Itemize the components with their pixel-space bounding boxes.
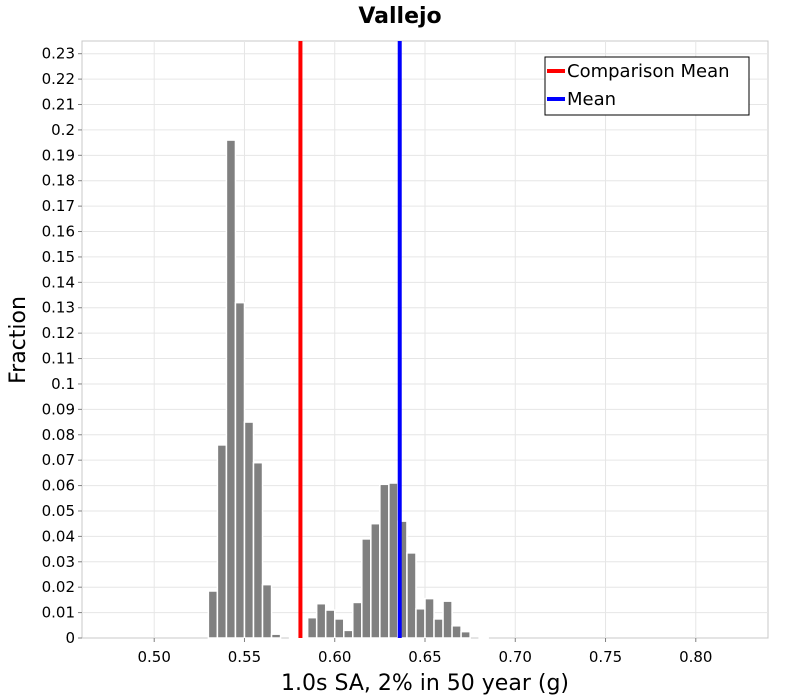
x-tick-label: 0.75 [589, 648, 622, 666]
x-tick-label: 0.80 [679, 648, 712, 666]
y-tick-label: 0.19 [42, 146, 75, 164]
histogram-bar [433, 618, 444, 639]
histogram-bar [460, 630, 471, 639]
y-tick-label: 0.09 [42, 400, 75, 418]
y-tick-label: 0 [65, 629, 75, 647]
y-tick-label: 0.11 [42, 350, 75, 368]
histogram-bar [324, 609, 336, 639]
grid-lines [82, 41, 768, 638]
histogram-bar [243, 421, 255, 639]
y-tick-label: 0.16 [42, 223, 75, 241]
y-tick-label: 0.04 [42, 527, 75, 545]
y-axis-ticks: 0 0.01 0.02 0.03 0.04 0.05 0.06 0.07 0.08 0.09 0.1… [42, 45, 82, 647]
histogram-bar [306, 616, 318, 639]
histogram-bar [315, 602, 327, 639]
y-tick-label: 0.1 [51, 375, 75, 393]
histogram-bar [361, 538, 372, 639]
histogram-bar [234, 301, 246, 639]
x-axis-title: 1.0s SA, 2% in 50 year (g) [281, 671, 569, 696]
histogram-bar [225, 139, 237, 639]
y-tick-label: 0.06 [42, 477, 75, 495]
y-tick-label: 0.17 [42, 197, 75, 215]
y-tick-label: 0.2 [51, 121, 75, 139]
histogram-bar [442, 600, 453, 639]
x-axis-ticks: 0.50 0.55 0.60 0.65 0.70 0.75 0.80 [138, 638, 712, 666]
chart-title: Vallejo [358, 4, 441, 29]
mean-lines [298, 41, 402, 638]
histogram-bar [451, 625, 462, 639]
x-tick-label: 0.70 [499, 648, 532, 666]
y-tick-label: 0.02 [42, 578, 75, 596]
y-tick-label: 0.01 [42, 604, 75, 622]
histogram-bar [370, 522, 381, 639]
x-tick-label: 0.60 [318, 648, 351, 666]
y-tick-label: 0.12 [42, 324, 75, 342]
histogram-bar [478, 635, 489, 639]
y-tick-label: 0.21 [42, 96, 75, 114]
legend-label-comparison-mean: Comparison Mean [567, 61, 730, 82]
x-tick-label: 0.50 [138, 648, 171, 666]
y-tick-label: 0.03 [42, 553, 75, 571]
histogram-bar [261, 583, 273, 639]
histogram-bar [333, 618, 345, 639]
histogram-bar [343, 629, 354, 639]
histogram-bar [288, 635, 300, 639]
histogram-bar [415, 608, 426, 639]
legend: Comparison Mean Mean [544, 56, 750, 116]
y-tick-label: 0.23 [42, 45, 75, 63]
histogram-bar [352, 601, 363, 639]
histogram-bar [406, 552, 417, 639]
histogram-bars [207, 139, 489, 639]
x-tick-label: 0.65 [408, 648, 441, 666]
histogram-bar [207, 590, 219, 639]
y-tick-label: 0.13 [42, 299, 75, 317]
y-tick-label: 0.07 [42, 451, 75, 469]
y-tick-label: 0.15 [42, 248, 75, 266]
histogram-bar [379, 483, 390, 639]
histogram-bar [216, 444, 228, 639]
y-tick-label: 0.22 [42, 70, 75, 88]
y-tick-label: 0.14 [42, 273, 75, 291]
legend-box [544, 56, 750, 116]
histogram-bar [388, 482, 399, 639]
histogram-bar [270, 633, 282, 639]
histogram-bar [252, 461, 264, 639]
legend-label-mean: Mean [567, 89, 616, 110]
x-tick-label: 0.55 [228, 648, 261, 666]
y-tick-label: 0.05 [42, 502, 75, 520]
y-axis-title: Fraction [6, 296, 31, 384]
y-tick-label: 0.18 [42, 172, 75, 190]
histogram-bar [424, 597, 435, 639]
y-tick-label: 0.08 [42, 426, 75, 444]
